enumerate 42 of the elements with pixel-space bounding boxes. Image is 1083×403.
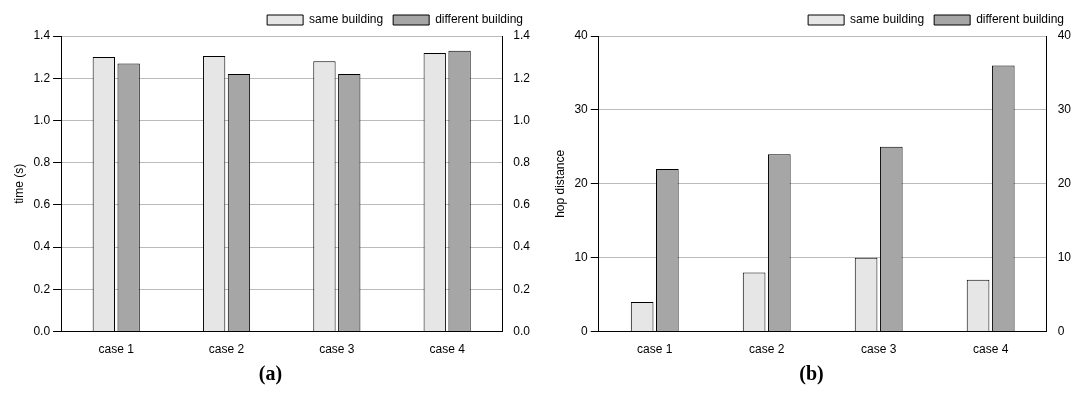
x-tick-label: case 4 [429, 342, 466, 357]
y-tick-label: 1.2 [33, 70, 51, 85]
legend-label: different building [976, 12, 1064, 27]
y-tick-label: 0.2 [33, 281, 51, 296]
legend-label: different building [435, 12, 523, 27]
x-tick-label: case 2 [208, 342, 245, 357]
x-tick-label: case 1 [98, 342, 135, 357]
y-tick-label: 0 [581, 323, 589, 338]
y-tick-label: 10 [574, 250, 589, 265]
y-axis-title: time (s) [11, 163, 26, 204]
y2-tick-label: 1.0 [513, 112, 531, 127]
y-tick-label: 40 [574, 28, 589, 43]
y-tick-label: 0.4 [33, 239, 51, 254]
text: (a) [257, 362, 284, 385]
y2-tick-label: 20 [1057, 176, 1072, 191]
y2-tick-label: 0 [1057, 323, 1065, 338]
y-tick-label: 0.6 [33, 197, 51, 212]
y-axis-title: hop distance [552, 149, 567, 218]
y2-tick-label: 30 [1057, 102, 1072, 117]
y2-tick-label: 0.2 [513, 281, 531, 296]
y2-tick-label: 0.8 [513, 155, 531, 169]
x-tick-label: case 3 [319, 342, 355, 357]
x-tick-label: case 2 [749, 342, 785, 357]
y2-tick-label: 1.4 [513, 28, 531, 43]
x-tick-label: case 4 [972, 342, 1009, 357]
y-tick-label: 0.8 [33, 155, 51, 169]
legend-label: same building [309, 12, 384, 27]
y2-tick-label: 0.0 [513, 323, 531, 338]
y2-tick-label: 0.6 [513, 197, 531, 212]
y-tick-label: 20 [574, 176, 589, 191]
y-tick-label: 0.0 [33, 323, 51, 338]
y-tick-label: 1.4 [33, 28, 51, 43]
y2-tick-label: 0.4 [513, 239, 531, 254]
y2-tick-label: 10 [1057, 250, 1072, 265]
y-tick-label: 1.0 [33, 112, 51, 127]
y2-tick-label: 1.2 [513, 70, 531, 85]
x-tick-label: case 1 [637, 342, 673, 357]
x-tick-label: case 3 [861, 342, 897, 357]
legend-label: same building [850, 12, 925, 27]
y-tick-label: 30 [574, 102, 589, 117]
y2-tick-label: 40 [1057, 28, 1072, 43]
text: (b) [798, 362, 825, 385]
